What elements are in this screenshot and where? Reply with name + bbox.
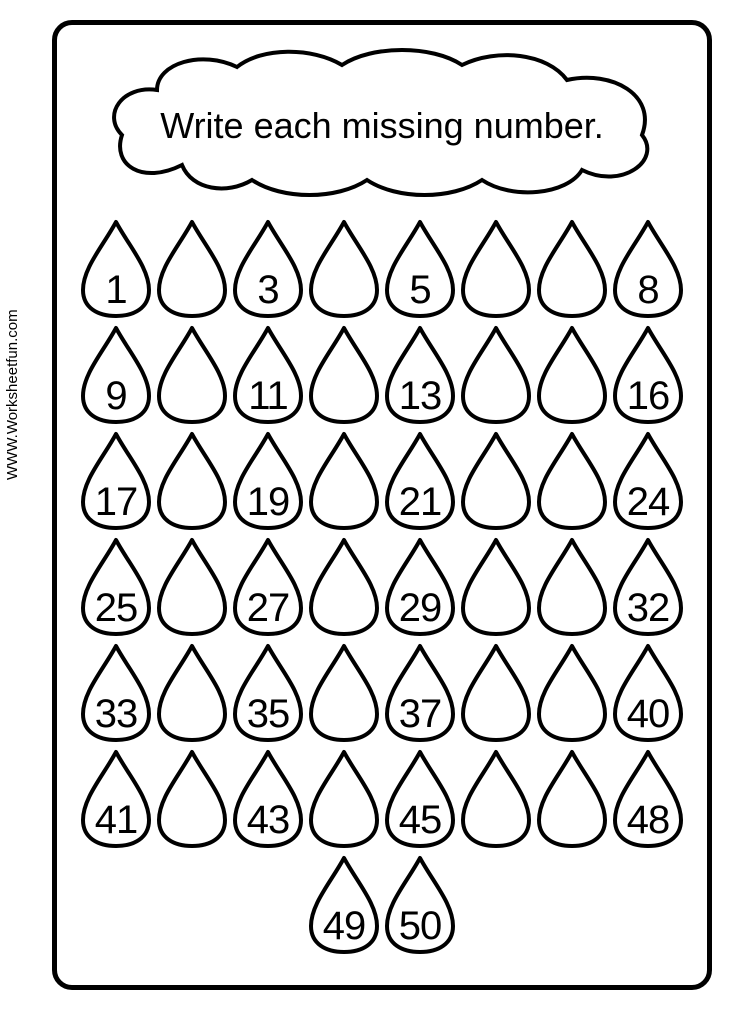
raindrop-blank[interactable] [535, 430, 609, 530]
raindrop-number: 24 [611, 482, 685, 522]
title-cloud: Write each missing number. [102, 45, 662, 200]
raindrop-blank[interactable] [535, 748, 609, 848]
raindrop-filled: 48 [611, 748, 685, 848]
raindrop-number: 1 [79, 270, 153, 310]
raindrop-filled: 43 [231, 748, 305, 848]
raindrop-number: 11 [231, 376, 305, 416]
raindrop-filled: 29 [383, 536, 457, 636]
raindrop-blank[interactable] [459, 324, 533, 424]
raindrop-number: 48 [611, 800, 685, 840]
raindrop-filled: 3 [231, 218, 305, 318]
raindrop-blank[interactable] [155, 324, 229, 424]
raindrop-filled: 37 [383, 642, 457, 742]
raindrop-number: 29 [383, 588, 457, 628]
raindrop-blank[interactable] [155, 218, 229, 318]
raindrop-blank[interactable] [535, 536, 609, 636]
raindrop-blank[interactable] [535, 218, 609, 318]
raindrop-row: 41 43 45 48 [76, 748, 688, 848]
raindrop-filled: 21 [383, 430, 457, 530]
raindrop-blank[interactable] [459, 430, 533, 530]
worksheet-title: Write each missing number. [102, 45, 662, 200]
raindrop-filled: 33 [79, 642, 153, 742]
worksheet-page: Write each missing number. 1358911131617… [52, 20, 712, 990]
raindrop-number: 16 [611, 376, 685, 416]
raindrop-blank[interactable] [155, 430, 229, 530]
raindrop-filled: 17 [79, 430, 153, 530]
raindrop-blank[interactable] [307, 748, 381, 848]
raindrop-number: 37 [383, 694, 457, 734]
raindrop-number: 35 [231, 694, 305, 734]
raindrop-filled: 25 [79, 536, 153, 636]
raindrop-row: 33 35 37 40 [76, 642, 688, 742]
raindrop-number: 49 [307, 906, 381, 946]
raindrop-number: 21 [383, 482, 457, 522]
raindrop-blank[interactable] [459, 642, 533, 742]
raindrop-blank[interactable] [155, 536, 229, 636]
raindrop-filled: 50 [383, 854, 457, 954]
raindrop-blank[interactable] [307, 642, 381, 742]
raindrop-row: 17 19 21 24 [76, 430, 688, 530]
raindrop-blank[interactable] [459, 536, 533, 636]
raindrop-number: 25 [79, 588, 153, 628]
raindrop-number: 9 [79, 376, 153, 416]
raindrop-filled: 41 [79, 748, 153, 848]
raindrop-filled: 32 [611, 536, 685, 636]
raindrop-filled: 45 [383, 748, 457, 848]
raindrop-row: 25 27 29 32 [76, 536, 688, 636]
raindrop-filled: 9 [79, 324, 153, 424]
raindrop-filled: 27 [231, 536, 305, 636]
raindrop-grid: 1358911131617192124252729323335374041434… [76, 218, 688, 954]
raindrop-number: 3 [231, 270, 305, 310]
raindrop-number: 33 [79, 694, 153, 734]
raindrop-number: 19 [231, 482, 305, 522]
raindrop-row: 9 11 13 16 [76, 324, 688, 424]
raindrop-number: 27 [231, 588, 305, 628]
raindrop-blank[interactable] [459, 218, 533, 318]
raindrop-filled: 35 [231, 642, 305, 742]
raindrop-filled: 19 [231, 430, 305, 530]
raindrop-filled: 13 [383, 324, 457, 424]
raindrop-number: 17 [79, 482, 153, 522]
raindrop-number: 32 [611, 588, 685, 628]
raindrop-row: 4950 [76, 854, 688, 954]
raindrop-filled: 1 [79, 218, 153, 318]
raindrop-number: 45 [383, 800, 457, 840]
raindrop-number: 50 [383, 906, 457, 946]
raindrop-number: 13 [383, 376, 457, 416]
raindrop-number: 5 [383, 270, 457, 310]
raindrop-number: 43 [231, 800, 305, 840]
raindrop-number: 41 [79, 800, 153, 840]
raindrop-blank[interactable] [155, 642, 229, 742]
raindrop-blank[interactable] [459, 748, 533, 848]
raindrop-filled: 40 [611, 642, 685, 742]
raindrop-blank[interactable] [535, 642, 609, 742]
raindrop-number: 8 [611, 270, 685, 310]
raindrop-number: 40 [611, 694, 685, 734]
watermark-text: WWW.Worksheetfun.com [4, 309, 21, 480]
raindrop-blank[interactable] [535, 324, 609, 424]
raindrop-filled: 16 [611, 324, 685, 424]
raindrop-blank[interactable] [307, 536, 381, 636]
raindrop-blank[interactable] [307, 430, 381, 530]
raindrop-blank[interactable] [155, 748, 229, 848]
raindrop-row: 1 3 5 8 [76, 218, 688, 318]
raindrop-filled: 5 [383, 218, 457, 318]
raindrop-filled: 49 [307, 854, 381, 954]
raindrop-filled: 11 [231, 324, 305, 424]
raindrop-blank[interactable] [307, 324, 381, 424]
raindrop-blank[interactable] [307, 218, 381, 318]
raindrop-filled: 8 [611, 218, 685, 318]
raindrop-filled: 24 [611, 430, 685, 530]
